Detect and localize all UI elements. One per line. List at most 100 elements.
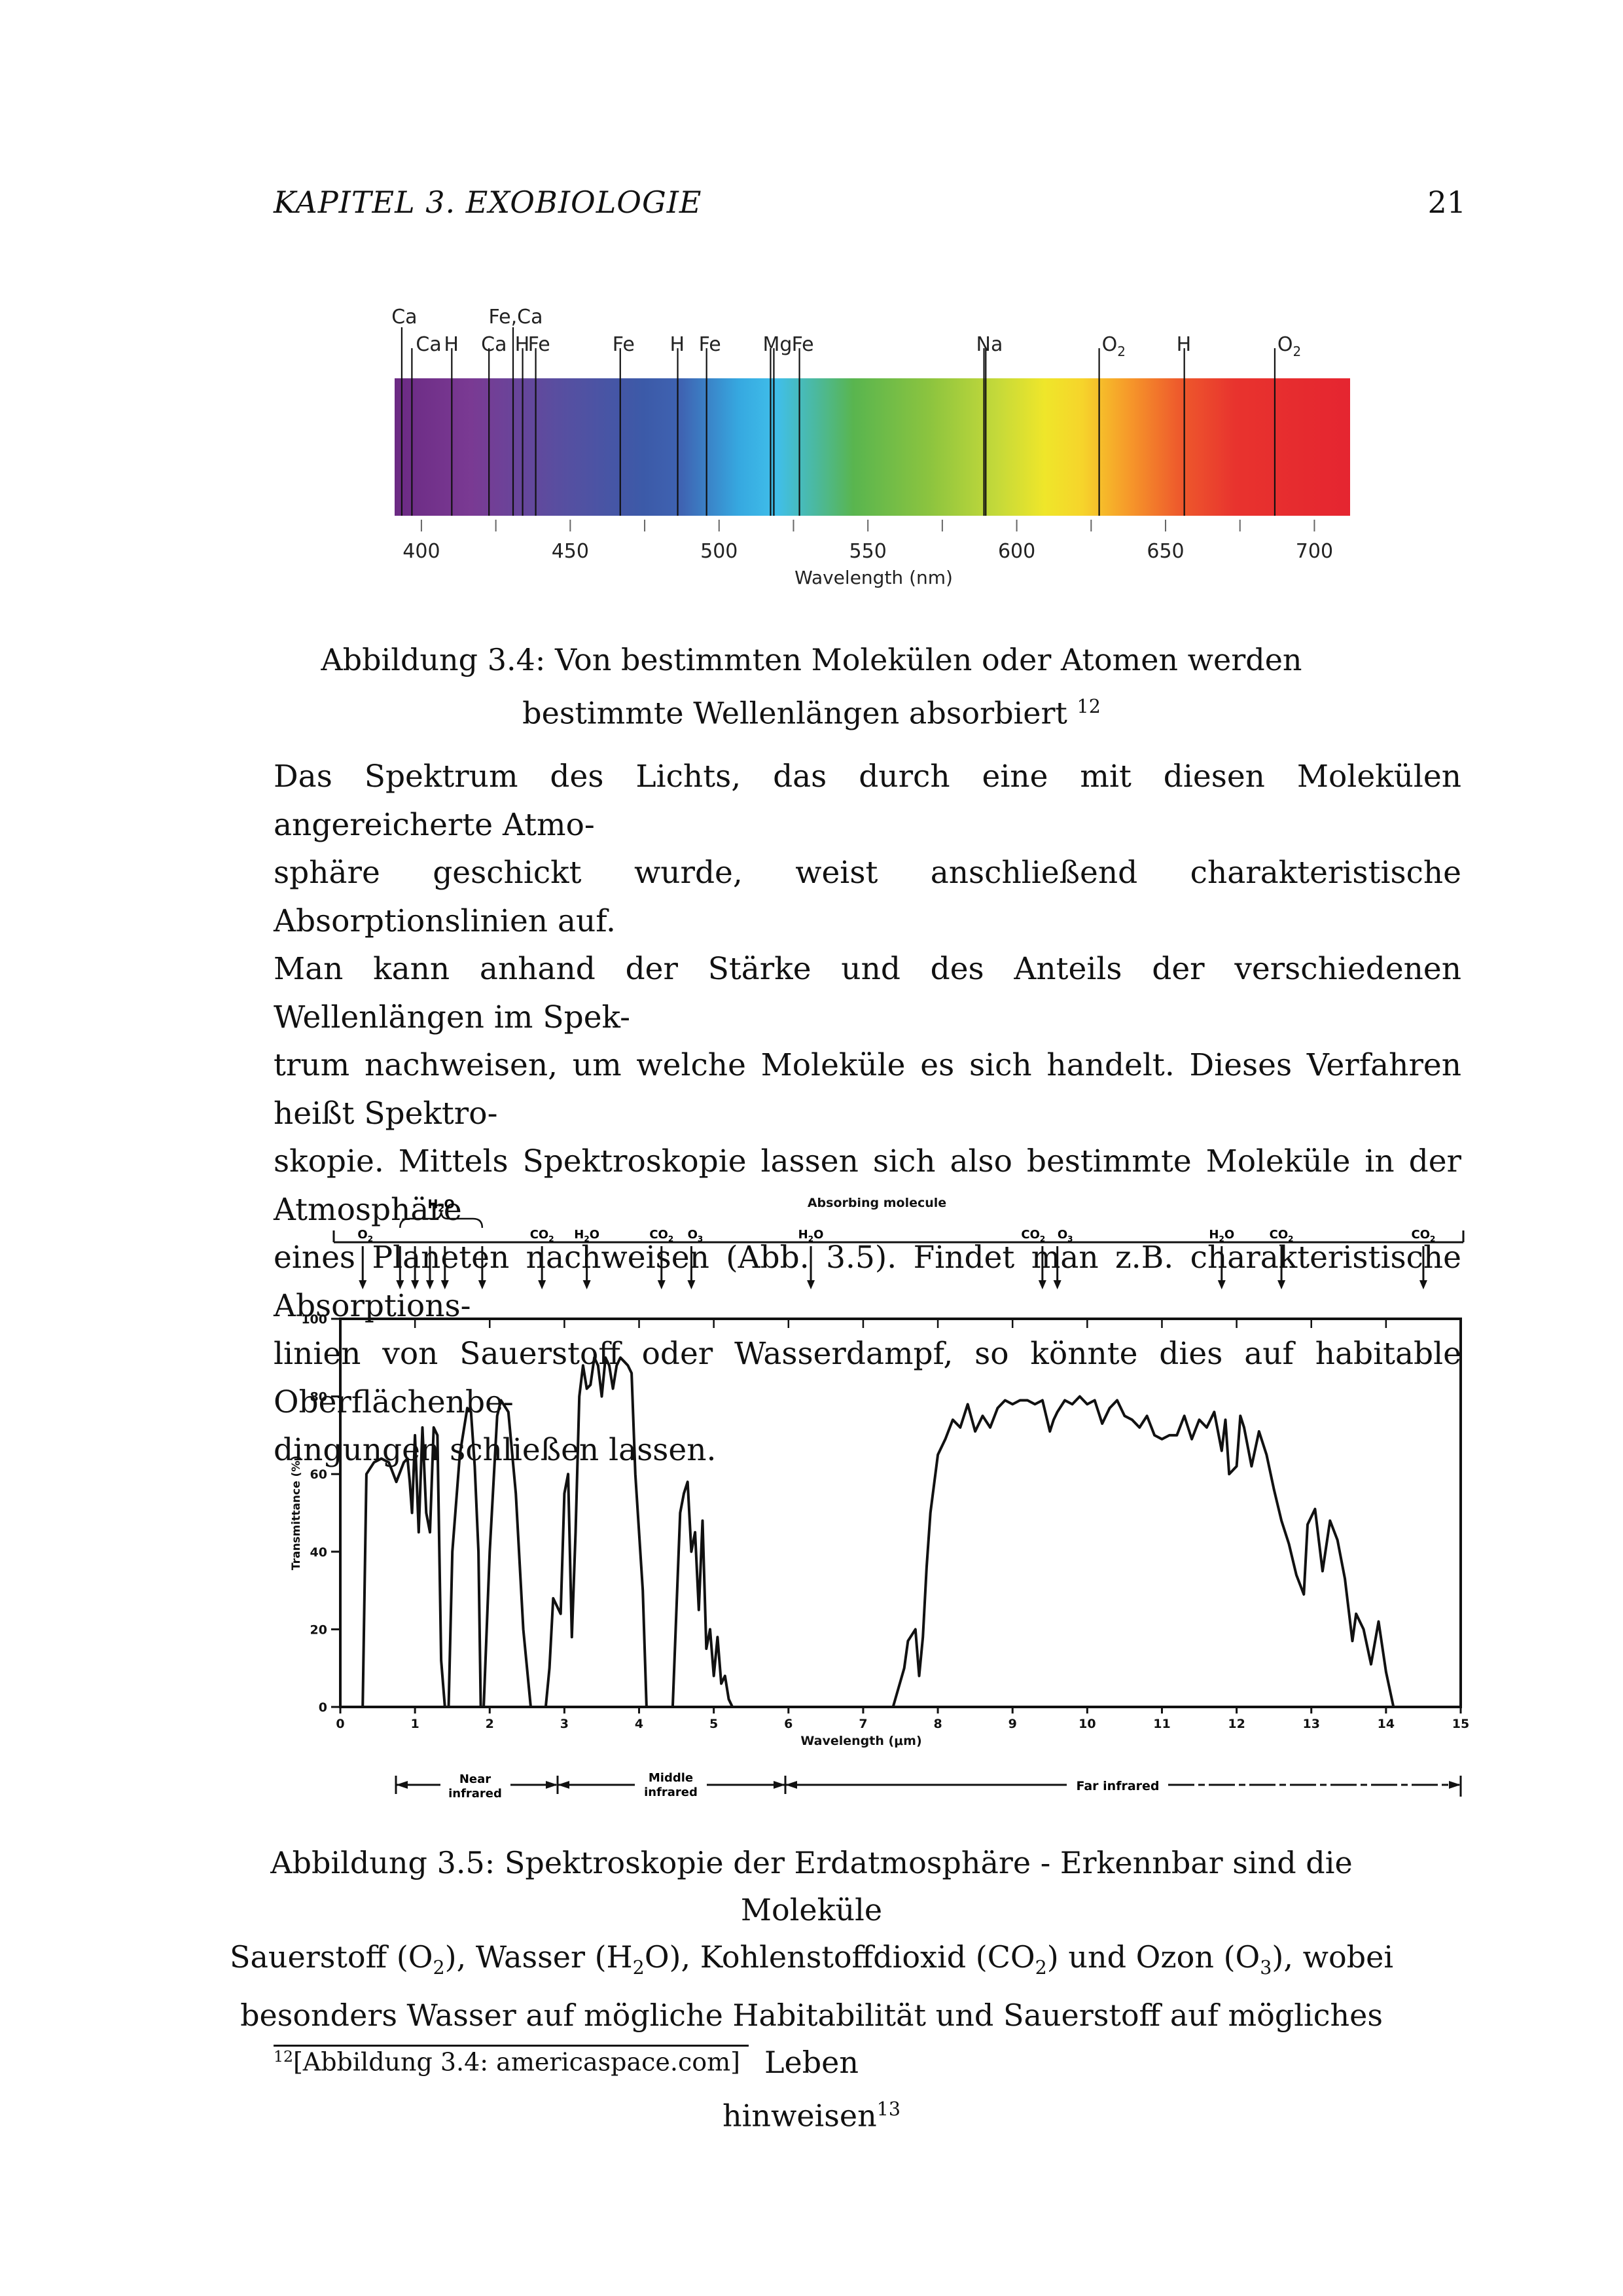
molecule-arrow-head (1053, 1280, 1061, 1289)
x-tick-label: 1 (411, 1717, 419, 1731)
caption-part: ), wobei (1272, 1939, 1394, 1975)
absorption-line-label: Fe (699, 333, 721, 356)
molecule-arrow-head (396, 1280, 404, 1289)
transmittance-xlabel: Wavelength (μm) (800, 1734, 921, 1748)
molecule-subscript: 2 (1288, 1234, 1293, 1244)
molecule-arrow-head (478, 1280, 486, 1289)
caption-sub: 3 (1260, 1957, 1272, 1979)
molecule-label: O2 (357, 1228, 373, 1244)
molecule-text: H (428, 1197, 438, 1211)
molecule-arrow-head (425, 1280, 434, 1289)
figure1-caption-line2: bestimmte Wellenlängen absorbiert (522, 695, 1067, 731)
footnote-text: [Abbildung 3.4: americaspace.com] (293, 2047, 740, 2077)
absorption-line-label: Fe (613, 333, 635, 356)
caption-part: ), Wasser (H (444, 1939, 633, 1975)
molecule-subscript: 2 (1430, 1234, 1435, 1244)
figure2-caption-line4: hinweisen (722, 2098, 877, 2134)
molecule-text: O (357, 1228, 367, 1242)
molecule-label: H2O (574, 1228, 599, 1244)
x-tick-label: 2 (486, 1717, 494, 1731)
x-tick-label: 0 (336, 1717, 344, 1731)
caption-sub: 2 (433, 1957, 445, 1979)
spectrum-xlabel: Wavelength (nm) (794, 567, 953, 588)
molecule-label: CO2 (649, 1228, 673, 1244)
x-tick-label: 7 (859, 1717, 867, 1731)
absorption-line-label: O2 (1102, 333, 1126, 359)
molecule-text: O (1058, 1228, 1067, 1242)
molecule-subscript: 2 (1040, 1234, 1045, 1244)
footnote-rule (274, 2045, 749, 2047)
absorption-line-label: Fe (528, 333, 550, 356)
figure1-footnote-ref: 12 (1077, 696, 1101, 717)
molecule-label: H2O (798, 1228, 824, 1244)
molecule-text: O (1224, 1228, 1234, 1242)
absorption-line-label: Fe (792, 333, 814, 356)
spectrum-tick-label: 400 (402, 540, 440, 563)
h2o-brace-label: H2O (428, 1197, 455, 1214)
molecule-subscript: 2 (1293, 344, 1302, 359)
molecule-text: O (1102, 333, 1118, 356)
x-tick-label: 4 (635, 1717, 643, 1731)
caption-sub: 2 (632, 1957, 645, 1979)
h2o-brace (399, 1210, 484, 1229)
figure2-caption-line4-wrap: hinweisen13 (209, 2086, 1414, 2139)
molecule-text: O (590, 1228, 599, 1242)
molecule-text: O (1277, 333, 1293, 356)
transmittance-curve (361, 1356, 1395, 1708)
x-tick-label: 8 (933, 1717, 942, 1731)
molecule-text: O (444, 1197, 454, 1211)
molecule-arrow-head (359, 1280, 367, 1289)
spectrum-bar (395, 378, 1350, 516)
molecule-text: CO (649, 1228, 668, 1242)
absorption-line-label: Na (976, 333, 1003, 356)
figure2-caption-line1: Abbildung 3.5: Spektroskopie der Erdatmo… (270, 1845, 1353, 1928)
molecule-label: O3 (1058, 1228, 1073, 1244)
absorption-line-label: H (670, 333, 685, 356)
molecule-text: O (688, 1228, 698, 1242)
paragraph-line: skopie. Mittels Spektroskopie lassen sic… (274, 1143, 1461, 1228)
molecule-subscript: 2 (1117, 344, 1126, 359)
figure1-caption-line1: Abbildung 3.4: Von bestimmten Molekülen … (321, 642, 1302, 677)
paragraph-line: Das Spektrum des Lichts, das durch eine … (274, 759, 1461, 843)
figure-spectrum: Ca Ca H Ca Fe,Ca H Fe Fe H Fe Mg Fe Na O2 H O2 400 450 50… (366, 301, 1387, 602)
molecule-text: H (1209, 1228, 1219, 1242)
molecule-subscript: 3 (1067, 1234, 1073, 1244)
caption-part: Sauerstoff (O (229, 1939, 433, 1975)
molecule-subscript: 2 (1219, 1234, 1224, 1244)
far-infrared-label: Far infrared (1076, 1779, 1159, 1793)
absorption-line-label: H (444, 333, 459, 356)
molecule-label: O3 (688, 1228, 704, 1244)
molecule-arrow-head (538, 1280, 546, 1289)
paragraph-line: trum nachweisen, um welche Moleküle es s… (274, 1047, 1461, 1132)
molecule-subscript: 2 (668, 1234, 673, 1244)
x-tick-label: 14 (1378, 1717, 1395, 1731)
y-tick-label: 20 (310, 1623, 327, 1637)
caption-part: ) und Ozon (O (1046, 1939, 1260, 1975)
molecule-text: H (574, 1228, 584, 1242)
page-number: 21 (1427, 185, 1466, 220)
molecule-label: CO2 (1021, 1228, 1045, 1244)
caption-sub: 2 (1035, 1957, 1047, 1979)
molecule-text: CO (530, 1228, 549, 1242)
figure-transmittance: Absorbing molecule H2O O2 CO2 H2O CO2 O3 H2O CO… (275, 1185, 1479, 1813)
molecule-arrow-head (807, 1280, 815, 1289)
figure2-caption: Abbildung 3.5: Spektroskopie der Erdatmo… (209, 1839, 1414, 2140)
spectrum-tick-label: 600 (998, 540, 1035, 563)
figure1-caption: Abbildung 3.4: Von bestimmten Molekülen … (249, 636, 1374, 736)
molecule-label: H2O (1209, 1228, 1234, 1244)
figure2-caption-line3: besonders Wasser auf mögliche Habitabili… (240, 1998, 1383, 2081)
absorption-line-label: H (1177, 333, 1192, 356)
absorption-line-label: Ca (391, 306, 417, 329)
molecule-subscript: 2 (584, 1234, 589, 1244)
absorption-line-label: H (515, 333, 530, 356)
x-tick-label: 10 (1079, 1717, 1096, 1731)
x-tick-label: 11 (1153, 1717, 1170, 1731)
molecule-text: CO (1411, 1228, 1430, 1242)
caption-part: O), Kohlenstoffdioxid (CO (644, 1939, 1035, 1975)
plot-frame (339, 1318, 1462, 1708)
molecule-subscript: 2 (368, 1234, 373, 1244)
absorption-line-label: O2 (1277, 333, 1301, 359)
molecule-arrow-head (440, 1280, 449, 1289)
middle-infrared-label-2: infrared (644, 1785, 698, 1799)
